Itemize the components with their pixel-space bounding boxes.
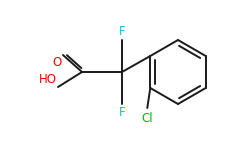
Text: F: F bbox=[119, 25, 125, 38]
Text: O: O bbox=[53, 56, 62, 69]
Text: Cl: Cl bbox=[142, 112, 153, 125]
Text: F: F bbox=[119, 106, 125, 119]
Text: HO: HO bbox=[39, 73, 57, 86]
